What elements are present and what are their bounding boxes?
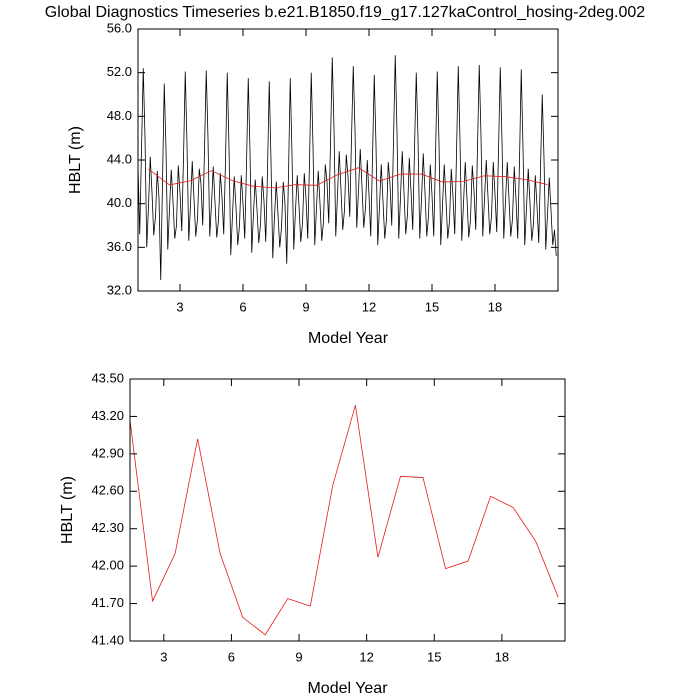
chart-title: Global Diagnostics Timeseries b.e21.B185…	[45, 4, 646, 21]
y-tick-label: 41.70	[91, 595, 124, 610]
x-tick-label: 18	[488, 299, 502, 314]
x-tick-label: 3	[160, 649, 167, 664]
y-tick-label: 41.40	[91, 632, 124, 647]
y-tick-label: 43.50	[91, 370, 124, 385]
x-tick-label: 6	[228, 649, 235, 664]
y-tick-label: 40.0	[107, 195, 132, 210]
y-tick-label: 42.60	[91, 483, 124, 498]
x-tick-label: 6	[239, 299, 246, 314]
data-line	[129, 405, 559, 636]
x-tick-label: 18	[495, 649, 509, 664]
y-tick-label: 44.0	[107, 151, 132, 166]
y-axis-label: HBLT (m)	[67, 126, 84, 194]
y-tick-label: 42.00	[91, 558, 124, 573]
y-tick-label: 48.0	[107, 108, 132, 123]
x-tick-label: 3	[176, 299, 183, 314]
y-tick-label: 36.0	[107, 239, 132, 254]
x-tick-label: 15	[425, 299, 439, 314]
y-tick-label: 42.90	[91, 445, 124, 460]
y-tick-label: 32.0	[107, 282, 132, 297]
x-tick-label: 9	[295, 649, 302, 664]
x-axis-label: Model Year	[308, 330, 389, 347]
y-axis-label: HBLT (m)	[59, 476, 76, 544]
y-tick-label: 42.30	[91, 520, 124, 535]
plot-frame	[129, 378, 566, 642]
x-tick-label: 9	[302, 299, 309, 314]
data-line	[148, 167, 548, 189]
data-line	[137, 55, 557, 281]
x-tick-label: 12	[359, 649, 373, 664]
y-tick-label: 56.0	[107, 20, 132, 35]
x-tick-label: 15	[427, 649, 441, 664]
x-tick-label: 12	[362, 299, 376, 314]
x-axis-label: Model Year	[307, 680, 388, 697]
y-tick-label: 43.20	[91, 408, 124, 423]
y-tick-label: 52.0	[107, 64, 132, 79]
